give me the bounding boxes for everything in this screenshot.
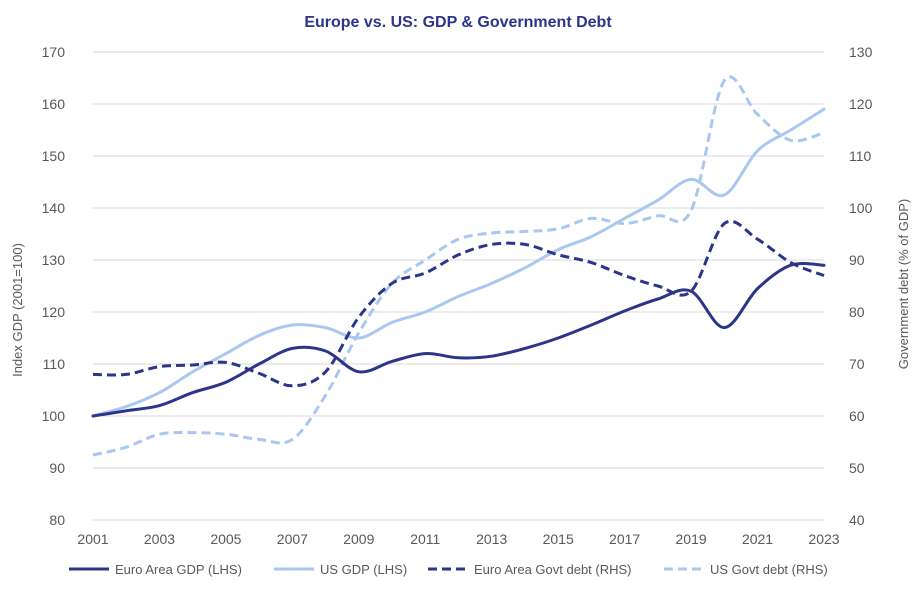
right-tick-label: 100 bbox=[849, 200, 873, 216]
right-tick-label: 50 bbox=[849, 460, 865, 476]
right-tick-label: 80 bbox=[849, 304, 865, 320]
right-tick-label: 110 bbox=[849, 148, 872, 164]
x-tick-label: 2005 bbox=[210, 531, 241, 547]
left-tick-label: 120 bbox=[42, 304, 66, 320]
x-tick-label: 2007 bbox=[277, 531, 308, 547]
legend-label: US GDP (LHS) bbox=[320, 562, 407, 577]
gridlines bbox=[93, 51, 824, 521]
right-axis-title: Government debt (% of GDP) bbox=[896, 199, 911, 370]
right-tick-label: 130 bbox=[849, 44, 873, 60]
right-tick-label: 60 bbox=[849, 408, 865, 424]
left-tick-label: 150 bbox=[42, 148, 66, 164]
x-tick-label: 2021 bbox=[742, 531, 773, 547]
right-tick-label: 40 bbox=[849, 512, 865, 528]
x-tick-label: 2009 bbox=[343, 531, 374, 547]
left-tick-label: 130 bbox=[42, 252, 66, 268]
right-tick-label: 70 bbox=[849, 356, 865, 372]
x-tick-label: 2003 bbox=[144, 531, 175, 547]
x-tick-label: 2013 bbox=[476, 531, 507, 547]
x-tick-label: 2015 bbox=[543, 531, 574, 547]
right-axis-ticks: 40 50 60 70 80 90 100 110 120 130 bbox=[849, 44, 873, 528]
series-line-1 bbox=[91, 261, 826, 418]
right-tick-label: 120 bbox=[849, 96, 873, 112]
series-line-2 bbox=[91, 107, 826, 418]
x-tick-label: 2017 bbox=[609, 531, 640, 547]
right-tick-label: 90 bbox=[849, 252, 865, 268]
series-line-3 bbox=[92, 219, 825, 388]
left-tick-label: 90 bbox=[49, 460, 65, 476]
series-lines bbox=[91, 75, 826, 457]
legend-label: US Govt debt (RHS) bbox=[710, 562, 828, 577]
left-tick-label: 160 bbox=[42, 96, 66, 112]
legend-label: Euro Area GDP (LHS) bbox=[115, 562, 242, 577]
left-tick-label: 100 bbox=[42, 408, 66, 424]
x-tick-label: 2023 bbox=[808, 531, 839, 547]
left-tick-label: 170 bbox=[42, 44, 66, 60]
x-axis-ticks: 2001 2003 2005 2007 2009 2011 2013 2015 2017 2019… bbox=[77, 531, 839, 547]
left-tick-label: 80 bbox=[49, 512, 65, 528]
x-tick-label: 2019 bbox=[676, 531, 707, 547]
left-axis-ticks: 80 90 100 110 120 130 140 150 160 170 bbox=[42, 44, 66, 528]
left-tick-label: 140 bbox=[42, 200, 66, 216]
legend-label: Euro Area Govt debt (RHS) bbox=[474, 562, 632, 577]
left-tick-label: 110 bbox=[43, 356, 66, 372]
chart-title: Europe vs. US: GDP & Government Debt bbox=[304, 14, 612, 31]
legend: Euro Area GDP (LHS) US GDP (LHS) Euro Area… bbox=[69, 562, 828, 577]
x-tick-label: 2011 bbox=[410, 531, 440, 547]
series-line-4 bbox=[92, 75, 825, 457]
x-tick-label: 2001 bbox=[77, 531, 108, 547]
left-axis-title: Index GDP (2001=100) bbox=[10, 243, 25, 377]
